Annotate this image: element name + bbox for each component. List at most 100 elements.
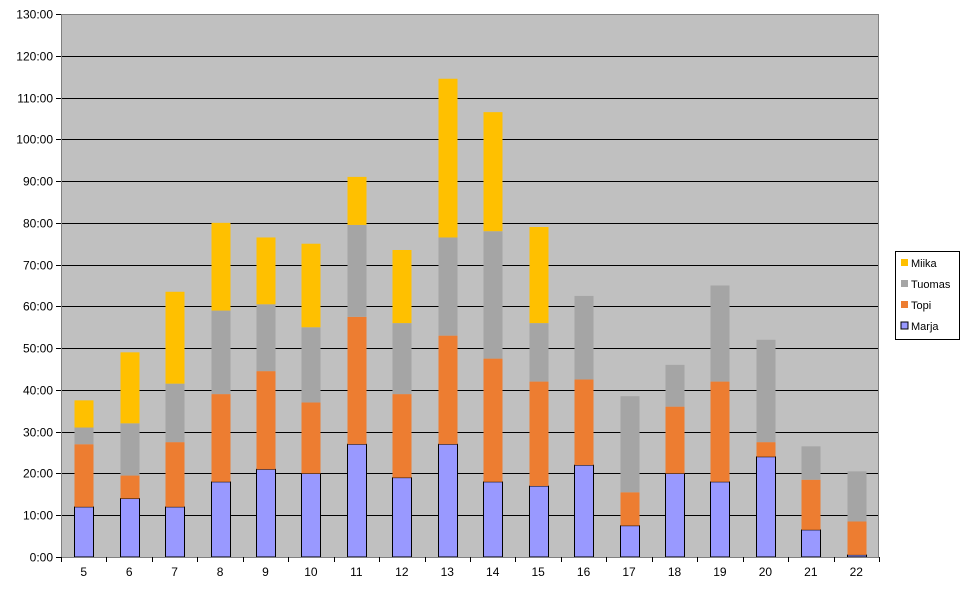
bar-marja-9 <box>256 468 276 558</box>
x-tick-label: 18 <box>668 565 682 579</box>
gridlines <box>61 14 879 516</box>
bar-marja-20 <box>756 456 776 558</box>
bar-tuomas-14 <box>483 231 503 359</box>
bar-tuomas-16 <box>574 295 594 380</box>
bar-miika-11 <box>347 176 367 225</box>
bar-marja-6 <box>120 498 140 558</box>
bar-miika-8 <box>211 222 231 311</box>
legend-label-miika: Miika <box>911 258 938 270</box>
bar-tuomas-8 <box>211 310 231 395</box>
x-tick-label: 13 <box>441 565 455 579</box>
x-tick-label: 7 <box>171 565 178 579</box>
bar-tuomas-7 <box>165 383 185 443</box>
bar-topi-19 <box>710 381 730 482</box>
x-tick-label: 11 <box>350 565 363 579</box>
bar-tuomas-9 <box>256 304 276 372</box>
y-tick-label: 50:00 <box>23 342 53 356</box>
legend-swatch-topi <box>901 301 908 308</box>
bar-tuomas-21 <box>801 446 821 480</box>
bar-tuomas-10 <box>301 327 321 403</box>
x-tick-label: 14 <box>486 565 500 579</box>
bar-tuomas-11 <box>347 224 367 317</box>
y-tick-label: 30:00 <box>23 426 53 440</box>
bar-tuomas-6 <box>120 423 140 476</box>
bar-marja-10 <box>301 472 321 558</box>
bar-marja-12 <box>392 477 412 558</box>
x-tick-label: 12 <box>395 565 409 579</box>
bar-marja-17 <box>620 525 640 558</box>
plot-background <box>61 14 879 557</box>
bar-topi-20 <box>756 442 776 457</box>
x-tick-label: 6 <box>126 565 133 579</box>
bar-topi-13 <box>438 335 458 445</box>
y-tick-label: 20:00 <box>23 467 53 481</box>
bar-topi-9 <box>256 371 276 470</box>
bar-marja-13 <box>438 443 458 558</box>
legend-label-topi: Topi <box>911 300 931 312</box>
legend: Miika Tuomas Topi Marja <box>895 251 960 340</box>
bar-topi-11 <box>347 316 367 445</box>
bar-topi-5 <box>74 444 94 507</box>
y-tick-label: 90:00 <box>23 175 53 189</box>
bar-topi-17 <box>620 492 640 526</box>
bar-marja-14 <box>483 481 503 558</box>
y-tick-label: 100:00 <box>16 133 53 147</box>
bar-tuomas-13 <box>438 237 458 336</box>
y-tick-label: 70:00 <box>23 259 53 273</box>
plot-area <box>61 14 879 557</box>
bar-marja-16 <box>574 464 594 558</box>
bar-topi-21 <box>801 479 821 530</box>
x-tick-label: 8 <box>217 565 224 579</box>
bar-tuomas-12 <box>392 323 412 395</box>
bar-marja-19 <box>710 481 730 558</box>
bar-marja-22 <box>847 554 867 558</box>
x-axis-ticks: 5 6 7 8 9 10 11 12 13 14 15 16 17 18 19 20 21 22 <box>61 557 880 579</box>
bar-miika-12 <box>392 249 412 324</box>
bar-marja-7 <box>165 506 185 558</box>
x-tick-label: 17 <box>622 565 636 579</box>
x-tick-label: 22 <box>850 565 864 579</box>
x-tick-label: 5 <box>80 565 87 579</box>
x-tick-label: 16 <box>577 565 591 579</box>
bar-tuomas-22 <box>847 471 867 522</box>
bar-miika-14 <box>483 112 503 232</box>
y-tick-label: 60:00 <box>23 300 53 314</box>
bar-marja-21 <box>801 529 821 558</box>
bar-tuomas-18 <box>665 364 685 407</box>
bar-miika-9 <box>256 237 276 305</box>
bar-topi-7 <box>165 442 185 507</box>
y-tick-label: 110:00 <box>17 92 53 106</box>
bar-marja-8 <box>211 481 231 558</box>
bar-topi-10 <box>301 402 321 474</box>
y-tick-label: 80:00 <box>23 217 53 231</box>
bar-miika-13 <box>438 78 458 238</box>
y-tick-label: 40:00 <box>23 384 53 398</box>
y-tick-label: 120:00 <box>16 50 53 64</box>
x-tick-label: 20 <box>759 565 773 579</box>
bar-marja-5 <box>74 506 94 558</box>
bar-topi-6 <box>120 475 140 499</box>
y-tick-label: 130:00 <box>16 8 53 22</box>
y-axis-ticks: 0:00 10:00 20:00 30:00 40:00 50:00 60:00 70:00 8… <box>16 8 61 565</box>
legend-label-marja: Marja <box>911 321 939 333</box>
bar-tuomas-17 <box>620 396 640 493</box>
bar-marja-18 <box>665 472 685 558</box>
legend-swatch-miika <box>901 259 908 266</box>
bar-marja-11 <box>347 443 367 558</box>
x-tick-label: 21 <box>804 565 818 579</box>
bar-topi-12 <box>392 394 412 478</box>
bar-miika-7 <box>165 291 185 384</box>
bar-topi-22 <box>847 521 867 555</box>
legend-label-tuomas: Tuomas <box>911 279 951 291</box>
bar-topi-16 <box>574 379 594 466</box>
bar-miika-6 <box>120 352 140 424</box>
y-tick-label: 10:00 <box>23 509 53 523</box>
bar-miika-15 <box>529 227 549 324</box>
bar-miika-5 <box>74 400 94 428</box>
bar-topi-18 <box>665 406 685 474</box>
x-tick-label: 10 <box>304 565 318 579</box>
x-tick-label: 19 <box>713 565 727 579</box>
bar-tuomas-15 <box>529 323 549 382</box>
bars <box>74 78 867 558</box>
